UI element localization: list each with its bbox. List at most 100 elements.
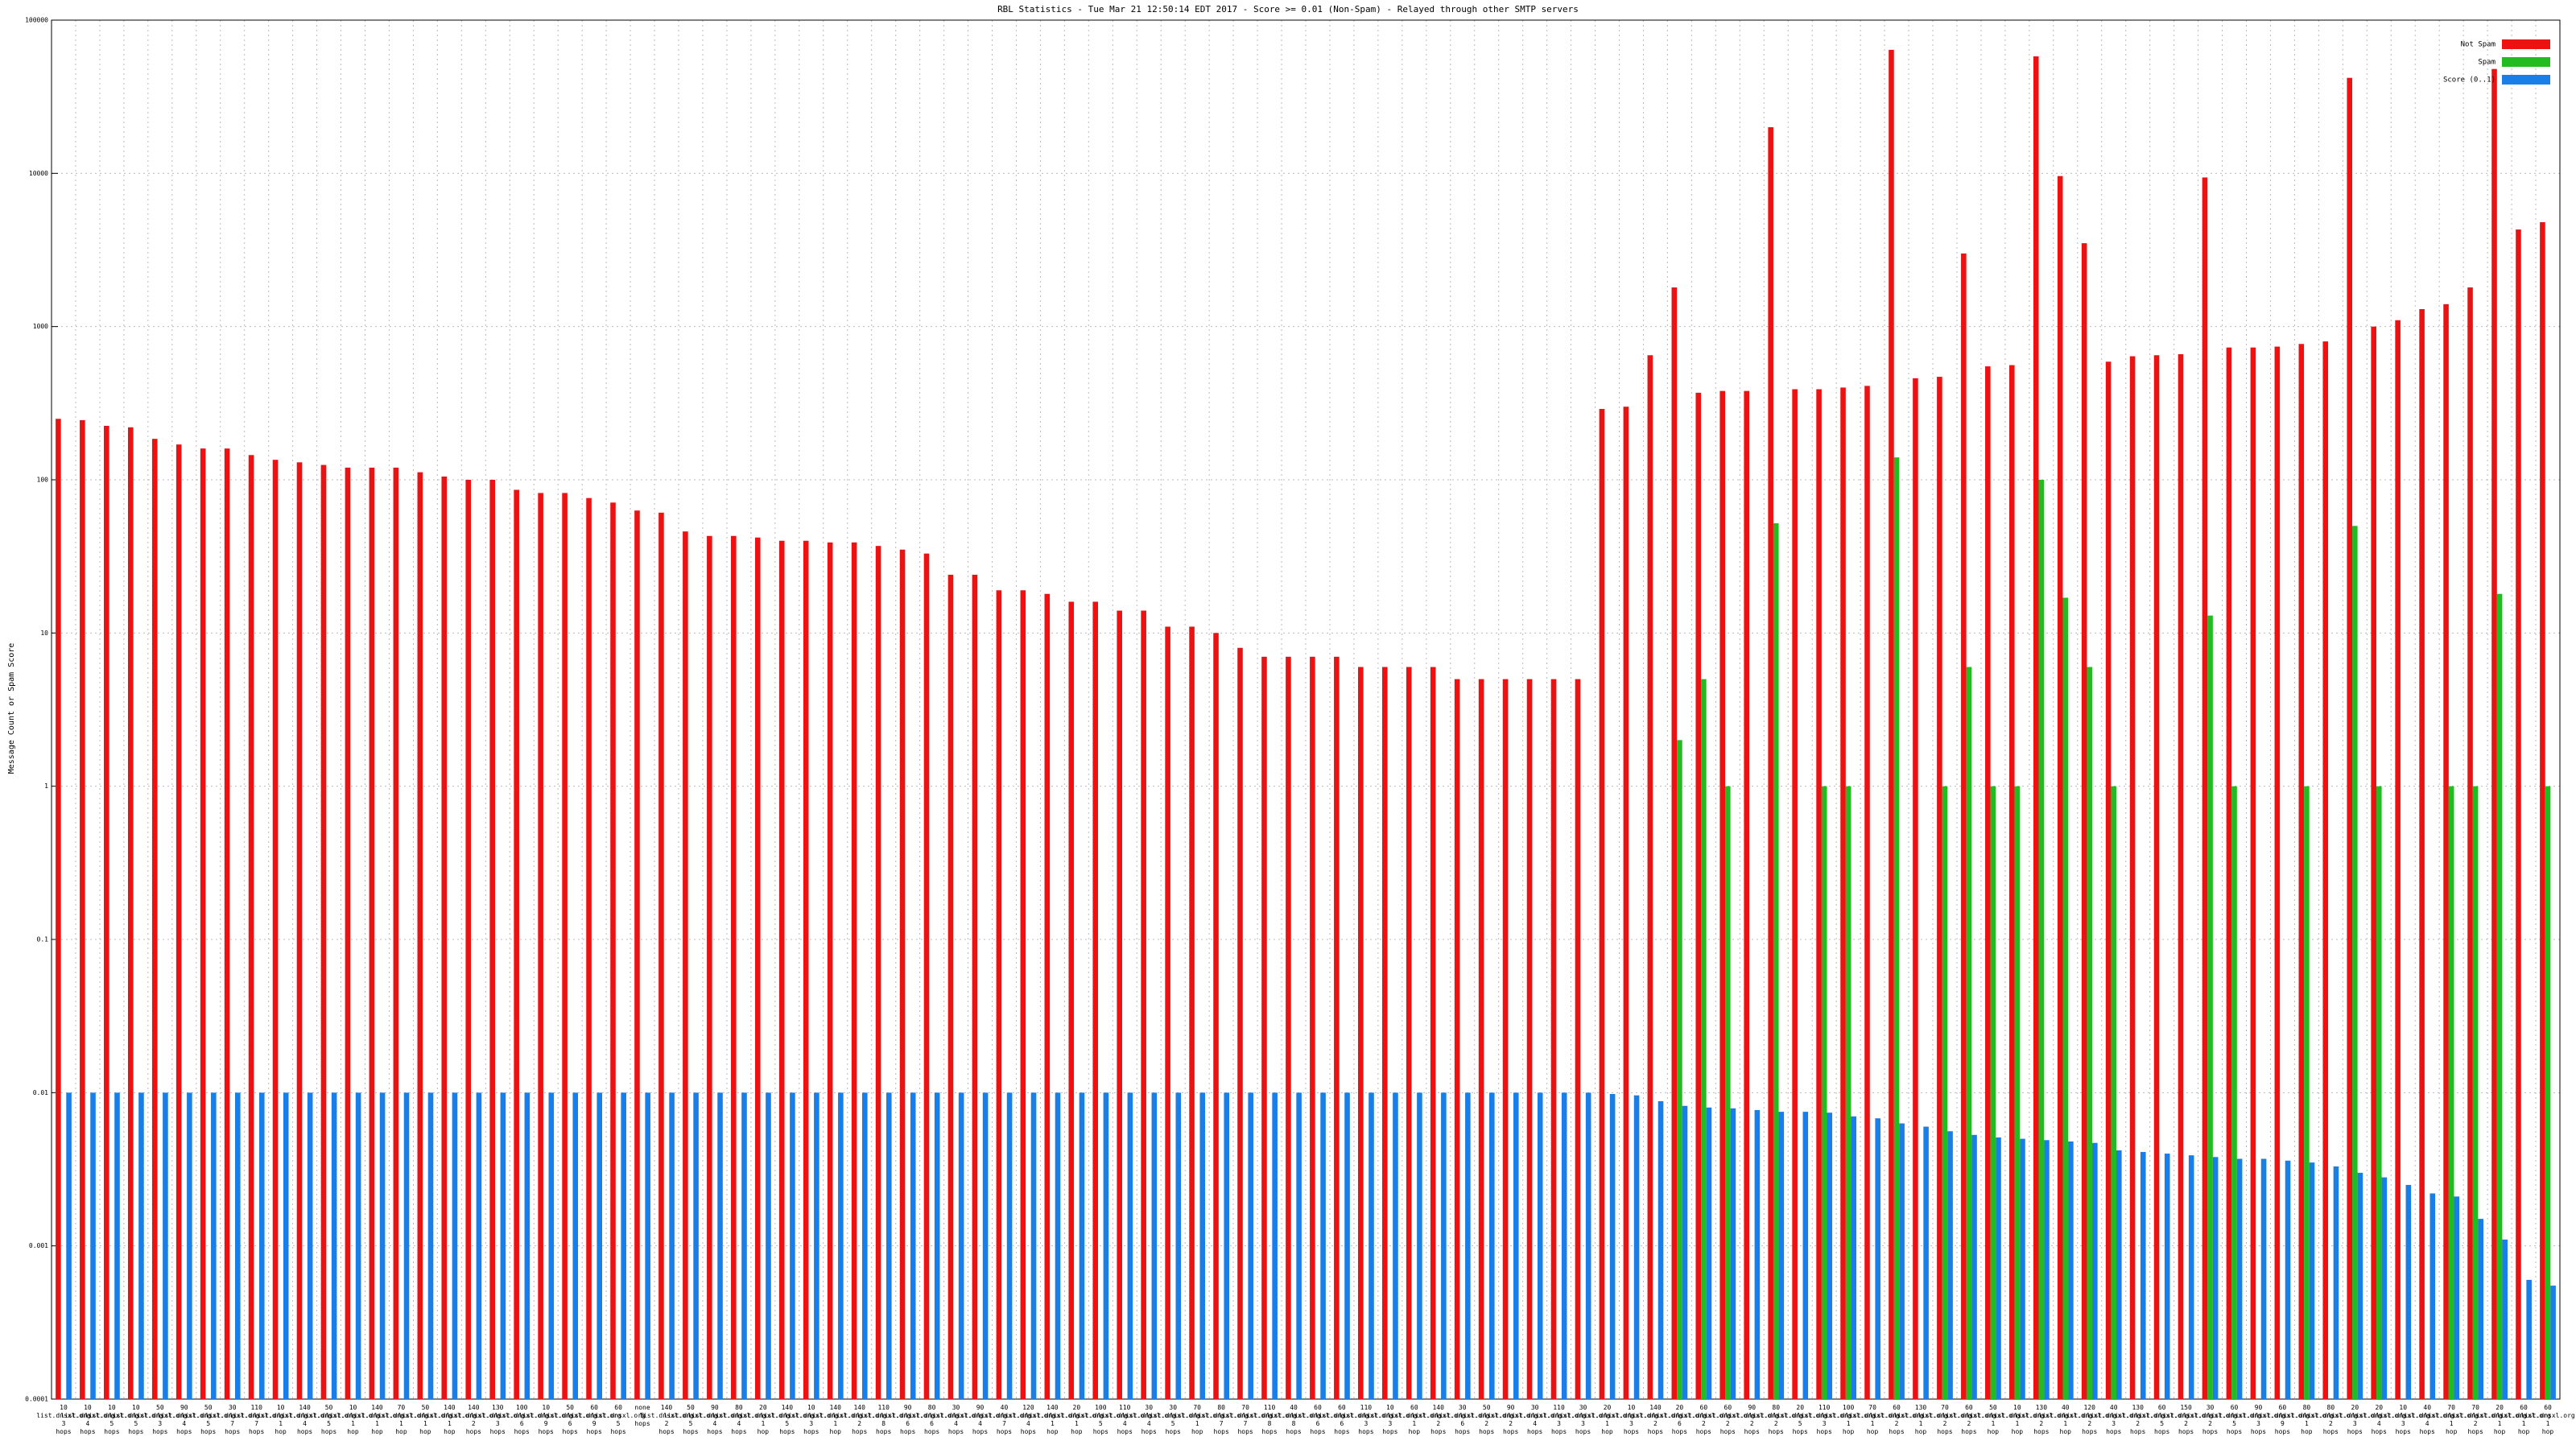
bar — [1417, 1092, 1422, 1399]
bar — [1990, 786, 1996, 1399]
bar — [562, 493, 568, 1400]
bar — [2454, 1196, 2460, 1399]
bar — [982, 1092, 989, 1399]
bar — [645, 1092, 650, 1399]
bar — [754, 537, 761, 1399]
bar — [393, 467, 399, 1399]
x-tick-label: 30 list.dnsxl.org 2 hops — [2183, 1404, 2238, 1435]
x-tick-label: 140 list.dnsxl.org 1 hop — [1026, 1404, 1080, 1435]
bar — [1537, 1092, 1543, 1399]
bar — [766, 1092, 771, 1399]
x-tick-label: 90 list.dnsxl.org 4 hops — [953, 1404, 1008, 1435]
bar — [2491, 68, 2497, 1400]
x-tick-label: 60 list.dnsxl.org 9 hops — [2256, 1404, 2310, 1435]
x-tick-label: 50 list.dnsxl.org 1 hop — [398, 1404, 453, 1435]
bar — [1103, 1092, 1109, 1399]
bar — [514, 489, 519, 1400]
bar — [417, 472, 423, 1400]
bar — [1272, 1092, 1278, 1399]
bar — [1575, 679, 1581, 1399]
bar — [2062, 597, 2069, 1399]
x-tick-label: 140 list.dnsxl.org 2 hops — [1629, 1404, 1683, 1435]
bar — [1609, 1094, 1616, 1399]
bar — [307, 1092, 313, 1399]
bar — [1851, 1116, 1857, 1399]
bar — [1310, 656, 1315, 1399]
bar — [1020, 590, 1026, 1399]
x-tick-label: 60 list.dnsxl.org 1 hop — [2496, 1404, 2551, 1435]
bar — [2033, 56, 2039, 1399]
bar — [1237, 647, 1243, 1399]
bar — [1092, 601, 1099, 1399]
bar — [2044, 1140, 2050, 1399]
bar — [2140, 1152, 2146, 1399]
bar — [2164, 1154, 2170, 1399]
x-tick-label: 140 list.dnsxl.org 4 hops — [278, 1404, 332, 1435]
x-tick-label: 130 list.dnsxl.org 1 hop — [1893, 1404, 1948, 1435]
x-tick-label: 60 list.dnsxl.org 5 hops — [2207, 1404, 2262, 1435]
bar — [1368, 1092, 1374, 1399]
bar — [104, 425, 109, 1399]
bar — [2057, 175, 2063, 1399]
bar — [1875, 1118, 1880, 1399]
bar — [538, 493, 543, 1400]
bar — [2105, 361, 2112, 1400]
x-tick-label: 100 list.dnsxl.org 5 hops — [1074, 1404, 1129, 1435]
bar — [996, 590, 1002, 1399]
bar — [1502, 679, 1509, 1399]
x-tick-label: 140 list.dnsxl.org 2 hops — [639, 1404, 694, 1435]
bar — [586, 497, 592, 1400]
x-tick-label: 90 list.dnsxl.org 6 hops — [881, 1404, 935, 1435]
x-tick-label: 70 list.dnsxl.org 2 hops — [2448, 1404, 2503, 1435]
bar — [379, 1092, 386, 1399]
bar — [2371, 326, 2376, 1400]
bar — [2352, 526, 2358, 1399]
bar — [683, 531, 688, 1399]
bar — [1913, 378, 1918, 1399]
bar — [548, 1092, 555, 1399]
bar — [610, 502, 616, 1399]
x-tick-label: 60 list.dnsxl.org 1 hop — [1387, 1404, 1442, 1435]
bar — [1441, 1092, 1447, 1399]
x-tick-label: 90 list.dnsxl.org 3 hops — [2231, 1404, 2286, 1435]
x-tick-label: 70 list.dnsxl.org 7 hops — [1218, 1404, 1273, 1435]
x-tick-label: 70 list.dnsxl.org 1 hop — [374, 1404, 429, 1435]
bar — [1334, 656, 1340, 1399]
x-tick-label: 150 list.dnsxl.org 2 hops — [2159, 1404, 2214, 1435]
bar — [465, 480, 472, 1399]
bar — [2236, 1158, 2243, 1399]
x-tick-label: 10 list.dnsxl.org 3 hops — [1604, 1404, 1659, 1435]
x-tick-label: 60 list.dnsxl.org 9 hops — [567, 1404, 621, 1435]
bar — [2322, 341, 2329, 1400]
bar — [2448, 786, 2454, 1399]
legend-label: Not Spam — [2461, 41, 2496, 49]
x-tick-label: 20 list.dnsxl.org 1 hop — [1050, 1404, 1104, 1435]
x-tick-label: 30 list.dnsxl.org 7 hops — [205, 1404, 260, 1435]
bar — [2526, 1279, 2532, 1399]
bar — [56, 419, 61, 1399]
x-tick-label: 90 list.dnsxl.org 4 hops — [157, 1404, 212, 1435]
bar — [163, 1092, 168, 1399]
chart-title: RBL Statistics - Tue Mar 21 12:50:14 EDT… — [997, 4, 1579, 14]
bar — [1055, 1092, 1061, 1399]
bar — [1695, 392, 1702, 1399]
x-tick-label: 20 list.dnsxl.org 6 hops — [1653, 1404, 1707, 1435]
y-axis-label: Message Count or Spam Score — [7, 643, 16, 774]
x-tick-label: 140 list.dnsxl.org 2 hops — [447, 1404, 502, 1435]
bar — [1381, 667, 1388, 1399]
x-tick-label: 30 list.dnsxl.org 4 hops — [929, 1404, 984, 1435]
bar — [2020, 1138, 2025, 1399]
bar — [707, 535, 712, 1399]
x-tick-label: 40 list.dnsxl.org 4 hops — [2400, 1404, 2454, 1435]
x-tick-label: 10 list.dnsxl.org 3 hops — [36, 1404, 91, 1435]
bar — [1744, 390, 1749, 1400]
legend-label: Score (0..1) — [2443, 76, 2496, 85]
bar — [1961, 253, 1967, 1399]
x-tick-label: 130 list.dnsxl.org 3 hops — [471, 1404, 526, 1435]
bar — [1730, 1108, 1736, 1399]
x-tick-label: 20 list.dnsxl.org 5 hops — [1773, 1404, 1827, 1435]
bar — [1165, 626, 1170, 1399]
y-tick-label: 0.01 — [33, 1089, 48, 1096]
bar — [2092, 1142, 2098, 1399]
y-tick-label: 10000 — [29, 170, 48, 177]
